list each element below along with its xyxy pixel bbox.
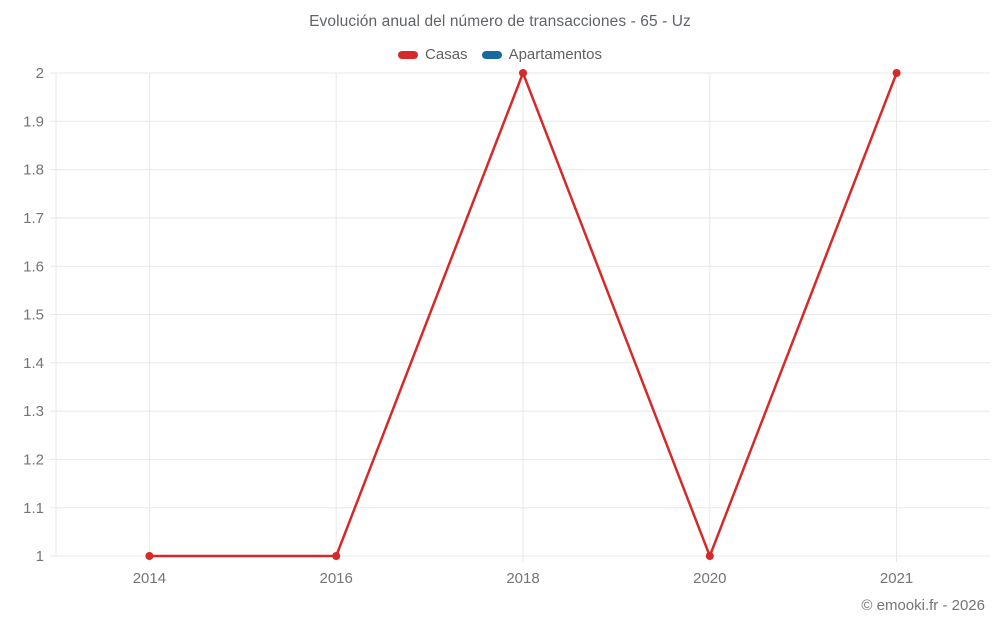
y-axis-tick-label: 1.3 bbox=[23, 403, 44, 420]
y-axis-tick-label: 1.7 bbox=[23, 210, 44, 227]
chart-title: Evolución anual del número de transaccio… bbox=[309, 13, 691, 30]
x-axis-tick-label: 2016 bbox=[320, 570, 353, 587]
y-axis-tick-label: 1.2 bbox=[23, 452, 44, 469]
x-axis-tick-label: 2018 bbox=[506, 570, 539, 587]
legend: Casas Apartamentos bbox=[0, 46, 1000, 63]
legend-item-apartamentos[interactable]: Apartamentos bbox=[481, 46, 602, 63]
y-axis-tick-label: 1.5 bbox=[23, 307, 44, 324]
x-axis-tick-label: 2020 bbox=[693, 570, 726, 587]
legend-item-label: Casas bbox=[425, 46, 468, 63]
legend-swatch-icon bbox=[398, 50, 419, 59]
data-point-casas-2020[interactable] bbox=[705, 552, 714, 560]
x-axis-tick-label: 2014 bbox=[133, 570, 166, 587]
data-point-casas-2016[interactable] bbox=[332, 552, 341, 560]
y-axis-tick-label: 1 bbox=[36, 548, 44, 565]
y-axis-tick-label: 1.8 bbox=[23, 162, 44, 179]
data-point-casas-2021[interactable] bbox=[892, 69, 901, 77]
data-point-casas-2014[interactable] bbox=[145, 552, 154, 560]
legend-swatch-icon bbox=[481, 50, 502, 59]
y-axis-tick-label: 1.4 bbox=[23, 355, 44, 372]
y-axis-tick-label: 2 bbox=[36, 65, 44, 82]
legend-item-casas[interactable]: Casas bbox=[398, 46, 468, 63]
data-point-casas-2018[interactable] bbox=[519, 69, 527, 77]
footer-credit: © emooki.fr - 2026 bbox=[861, 597, 985, 614]
y-axis-tick-label: 1.1 bbox=[23, 500, 44, 517]
y-axis-tick-label: 1.6 bbox=[23, 258, 44, 275]
legend-item-label: Apartamentos bbox=[508, 46, 602, 63]
x-axis-tick-label: 2021 bbox=[880, 570, 913, 587]
y-axis-tick-label: 1.9 bbox=[23, 113, 44, 130]
